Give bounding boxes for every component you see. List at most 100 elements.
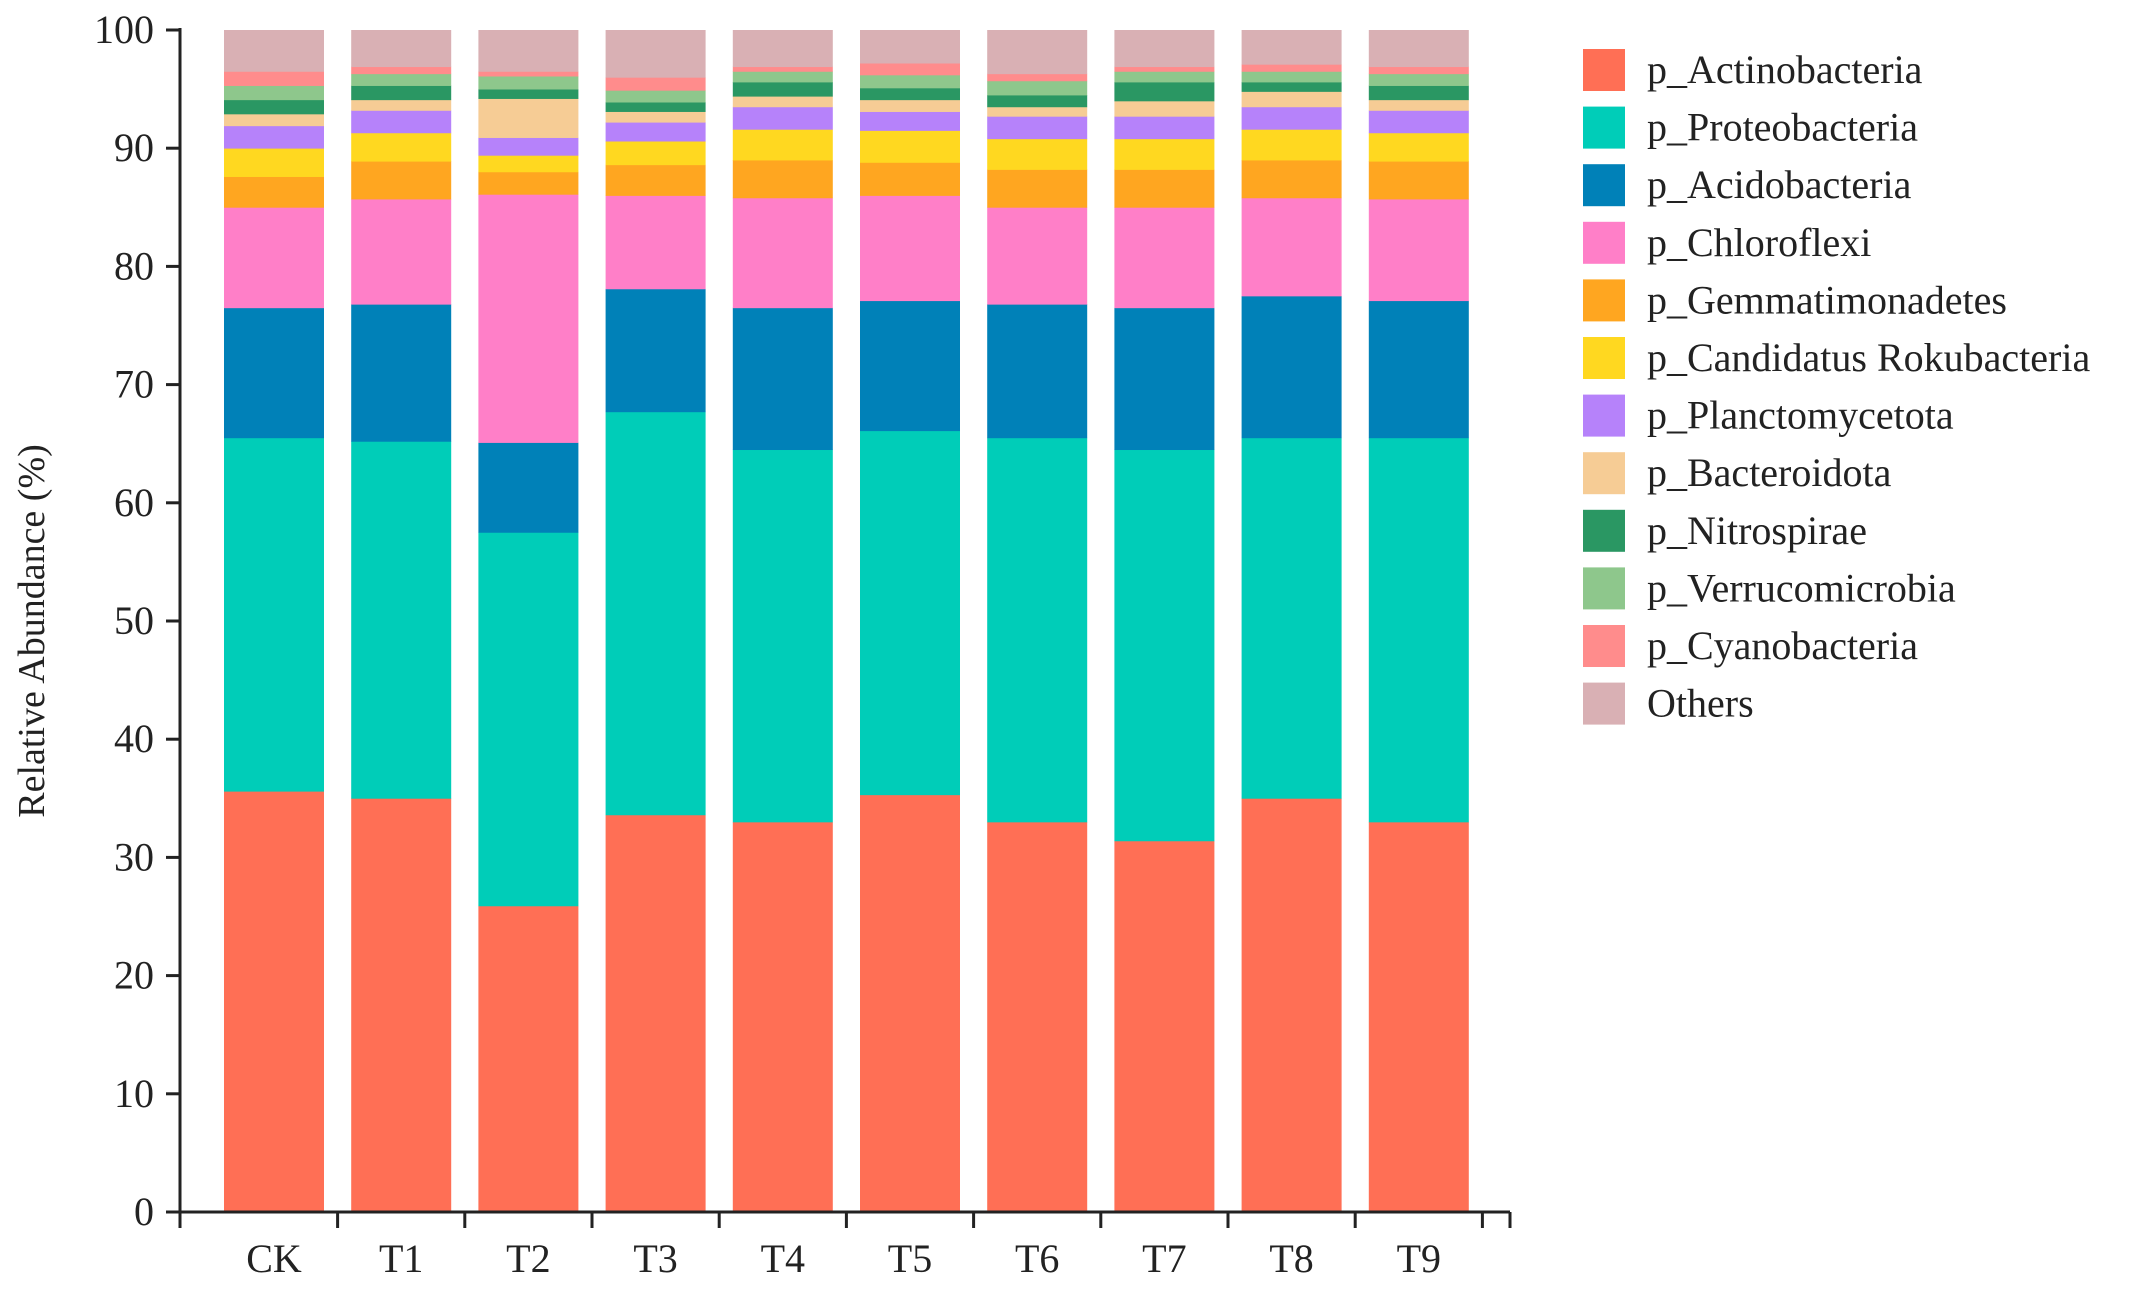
x-category-label: CK	[246, 1236, 302, 1281]
legend-label: p_Verrucomicrobia	[1647, 565, 1956, 610]
bar-segment-t4-p-acidobacteria	[732, 307, 833, 451]
bar-segment-t7-p-nitrospirae	[1114, 82, 1215, 102]
bar-segment-t7-p-cyanobacteria	[1114, 66, 1215, 72]
bar-segment-t3-p-proteobacteria	[605, 411, 706, 816]
bar-segment-t5-p-candidatus-rokubacteria	[860, 130, 960, 163]
bar-segment-t7-p-verrucomicrobia	[1114, 71, 1215, 83]
bar-segment-t2-p-gemmatimonadetes	[478, 171, 579, 195]
bar-segment-t3-p-candidatus-rokubacteria	[605, 141, 706, 166]
bar-segment-t5-p-gemmatimonadetes	[860, 162, 960, 196]
y-tick-label: 40	[114, 716, 154, 761]
bar-segment-t1-p-verrucomicrobia	[351, 73, 452, 86]
bar-segment-t2-p-acidobacteria	[478, 442, 579, 533]
legend-label: Others	[1647, 681, 1754, 726]
bar-segment-t5-p-planctomycetota	[860, 111, 960, 131]
bar-segment-t2-p-cyanobacteria	[478, 71, 579, 77]
x-category-label: T2	[506, 1236, 550, 1281]
bar-segment-t2-p-proteobacteria	[478, 532, 579, 907]
bar-stack-t9	[1368, 30, 1469, 1213]
legend-swatch	[1583, 279, 1625, 322]
bar-segment-t3-p-actinobacteria	[605, 814, 706, 1213]
y-ticks: 0 10 20 30 40 50 60 70 80 90 100	[94, 7, 180, 1234]
legend-label: p_Proteobacteria	[1647, 105, 1918, 150]
bar-segment-ck-p-bacteroidota	[224, 113, 324, 127]
bar-segment-ck-p-gemmatimonadetes	[224, 176, 324, 208]
bar-segment-t3-p-cyanobacteria	[605, 77, 706, 91]
bar-segment-t9-p-bacteroidota	[1368, 99, 1469, 111]
bar-segment-t3-p-planctomycetota	[605, 122, 706, 142]
bar-segment-t7-p-gemmatimonadetes	[1114, 169, 1215, 208]
bar-segment-t2-others	[478, 30, 579, 72]
bar-segment-ck-p-planctomycetota	[224, 125, 324, 149]
legend-label: p_Nitrospirae	[1647, 508, 1867, 553]
bar-segment-t5-p-actinobacteria	[860, 794, 960, 1213]
legend: p_Actinobacteria p_Proteobacteria p_Acidob…	[1583, 47, 2090, 726]
bar-segment-t8-p-bacteroidota	[1241, 91, 1342, 108]
bar-segment-t8-p-proteobacteria	[1241, 437, 1342, 799]
bar-segment-t2-p-actinobacteria	[478, 905, 579, 1213]
bar-segment-t2-p-planctomycetota	[478, 137, 579, 156]
bar-segment-t1-p-chloroflexi	[351, 199, 452, 305]
bar-segment-ck-p-candidatus-rokubacteria	[224, 148, 324, 177]
legend-swatch	[1583, 625, 1625, 667]
legend-item-p-chloroflexi: p_Chloroflexi	[1583, 220, 1871, 265]
y-tick-label: 90	[114, 125, 154, 170]
bar-segment-t6-p-proteobacteria	[987, 437, 1088, 823]
bar-segment-t2-p-nitrospirae	[478, 89, 579, 99]
y-tick-label: 10	[114, 1071, 154, 1116]
bar-segment-ck-p-acidobacteria	[224, 307, 324, 439]
x-category-label: T9	[1397, 1236, 1441, 1281]
bar-segment-t9-p-candidatus-rokubacteria	[1368, 132, 1469, 162]
legend-swatch	[1583, 49, 1625, 91]
bar-segment-ck-others	[224, 30, 324, 72]
bar-segment-t5-others	[860, 30, 960, 64]
bar-segment-t8-others	[1241, 30, 1342, 65]
y-axis-label: Relative Abundance (%)	[11, 444, 53, 818]
legend-label: p_Chloroflexi	[1647, 220, 1871, 265]
legend-swatch	[1583, 106, 1625, 149]
bar-stack-t8	[1241, 30, 1342, 1213]
y-tick-label: 60	[114, 480, 154, 525]
legend-label: p_Cyanobacteria	[1647, 623, 1918, 668]
bar-segment-ck-p-chloroflexi	[224, 207, 324, 309]
bar-segment-t4-p-planctomycetota	[732, 106, 833, 130]
legend-item-p-nitrospirae: p_Nitrospirae	[1583, 508, 1867, 553]
bar-segment-t4-p-gemmatimonadetes	[732, 160, 833, 199]
bar-segment-t7-others	[1114, 30, 1215, 68]
bar-segment-t9-p-planctomycetota	[1368, 110, 1469, 134]
bar-segment-t5-p-cyanobacteria	[860, 63, 960, 76]
bar-segment-t4-p-nitrospirae	[732, 82, 833, 97]
legend-swatch	[1583, 682, 1625, 725]
legend-swatch	[1583, 164, 1625, 207]
bar-segment-t6-p-chloroflexi	[987, 207, 1088, 305]
legend-item-p-candidatus-rokubacteria: p_Candidatus Rokubacteria	[1583, 335, 2090, 380]
bar-segment-t4-p-proteobacteria	[732, 449, 833, 823]
bar-segment-t5-p-bacteroidota	[860, 99, 960, 112]
bar-segment-t3-p-gemmatimonadetes	[605, 164, 706, 196]
bar-segment-t4-p-bacteroidota	[732, 96, 833, 108]
bar-segment-t4-p-chloroflexi	[732, 197, 833, 309]
bar-segment-t4-p-actinobacteria	[732, 821, 833, 1213]
bar-segment-ck-p-proteobacteria	[224, 437, 324, 792]
bar-segment-t9-p-gemmatimonadetes	[1368, 161, 1469, 200]
bar-segment-t8-p-planctomycetota	[1241, 106, 1342, 130]
legend-label: p_Bacteroidota	[1647, 450, 1892, 495]
bar-segment-ck-p-nitrospirae	[224, 99, 324, 115]
y-tick-label: 80	[114, 243, 154, 288]
bar-segment-t6-p-acidobacteria	[987, 304, 1088, 439]
legend-label: p_Acidobacteria	[1647, 162, 1912, 207]
bar-segment-t6-p-actinobacteria	[987, 821, 1088, 1213]
y-tick-label: 50	[114, 598, 154, 643]
bar-stack-t7	[1114, 30, 1215, 1213]
legend-label: p_Candidatus Rokubacteria	[1647, 335, 2090, 380]
x-category-label: T5	[888, 1236, 932, 1281]
bar-segment-t6-p-verrucomicrobia	[987, 80, 1088, 96]
legend-item-p-gemmatimonadetes: p_Gemmatimonadetes	[1583, 277, 2007, 322]
bar-stack-t4	[732, 30, 833, 1213]
bar-segment-t7-p-acidobacteria	[1114, 307, 1215, 451]
y-tick-label: 30	[114, 834, 154, 879]
bar-segment-t6-p-nitrospirae	[987, 95, 1088, 108]
bar-segment-t2-p-verrucomicrobia	[478, 76, 579, 90]
bar-segment-t4-others	[732, 30, 833, 68]
bars-layer	[224, 30, 1469, 1213]
